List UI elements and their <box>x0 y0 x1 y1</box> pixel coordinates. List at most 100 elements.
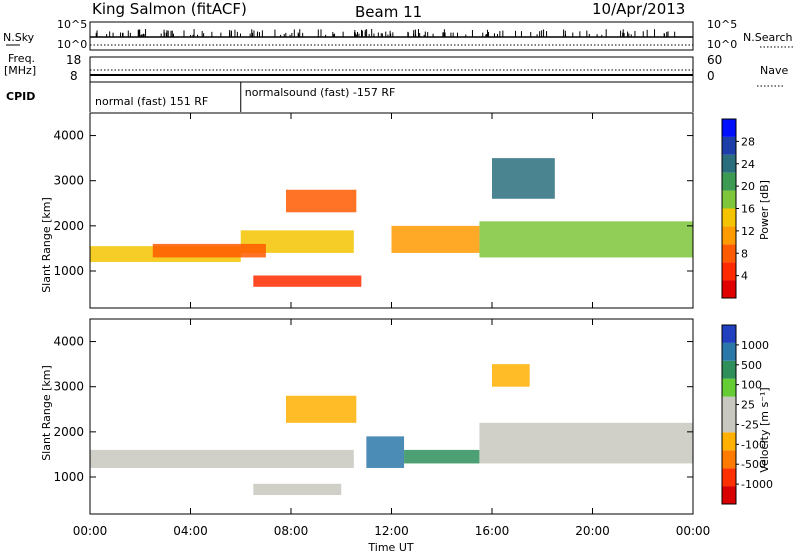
power-colorbar-segment <box>722 262 736 281</box>
velocity-ylabel: Slant Range [km] <box>40 365 53 461</box>
power-ytick-label: 1000 <box>53 264 84 278</box>
velocity-colorbar-segment <box>722 432 736 451</box>
velocity-colorbar-tick-label: -25 <box>741 418 759 431</box>
nsearch-tick-top: 10^5 <box>707 18 737 31</box>
velocity-colorbar-segment <box>722 325 736 343</box>
power-band <box>285 189 357 213</box>
power-ytick-label: 4000 <box>53 129 84 143</box>
power-band <box>479 221 693 258</box>
velocity-band <box>90 449 354 468</box>
velocity-band <box>253 483 342 496</box>
velocity-colorbar-segment <box>722 468 736 487</box>
nsearch-tick-bottom: 10^0 <box>707 38 737 51</box>
power-colorbar-segment <box>722 136 736 155</box>
time-tick-label: 08:00 <box>274 524 309 538</box>
velocity-colorbar-tick-label: 25 <box>741 399 755 412</box>
power-colorbar-segment <box>722 154 736 173</box>
power-ytick-label: 2000 <box>53 219 84 233</box>
freq-label: Freq. <box>8 52 35 65</box>
nsky-strip-frame <box>89 21 694 51</box>
power-colorbar-tick-label: 12 <box>741 225 755 238</box>
power-colorbar-label: Power [dB] <box>758 180 771 240</box>
power-panel <box>90 158 693 287</box>
power-colorbar-tick-label: 4 <box>741 270 748 283</box>
velocity-yticks: 4000 3000 2000 1000 <box>53 335 693 484</box>
velocity-colorbar-tick-label: -500 <box>741 458 766 471</box>
velocity-panel-frame <box>89 318 694 515</box>
velocity-colorbar-segment <box>722 396 736 415</box>
power-band <box>492 158 555 199</box>
velocity-ytick-label: 4000 <box>53 335 84 349</box>
power-colorbar-segment <box>722 244 736 263</box>
nave-label: Nave <box>760 64 788 77</box>
velocity-band <box>366 436 405 468</box>
date-title: 10/Apr/2013 <box>592 0 685 18</box>
power-colorbar-tick-label: 28 <box>741 135 755 148</box>
velocity-band <box>492 364 530 387</box>
power-colorbar: 28 24 20 16 12 8 4 <box>721 118 755 299</box>
time-tick-label: 00:00 <box>676 524 711 538</box>
power-ytick-label: 3000 <box>53 174 84 188</box>
nave-tick-bottom: 0 <box>707 69 715 83</box>
power-ylabel: Slant Range [km] <box>40 197 53 293</box>
velocity-band <box>285 395 357 423</box>
power-colorbar-segment <box>722 119 736 137</box>
power-yticks: 4000 3000 2000 1000 <box>53 129 693 278</box>
power-panel-frame <box>89 112 694 309</box>
power-colorbar-tick-label: 16 <box>741 203 755 216</box>
time-tick-label: 12:00 <box>374 524 409 538</box>
velocity-colorbar-segment <box>722 486 736 504</box>
nsky-tick-top: 10^5 <box>57 18 87 31</box>
velocity-colorbar-label: Velocity [m s⁻¹] <box>758 387 771 472</box>
nsky-tick-bottom: 10^0 <box>57 38 87 51</box>
velocity-colorbar-tick-label: 1000 <box>741 339 769 352</box>
velocity-ytick-label: 1000 <box>53 470 84 484</box>
velocity-panel <box>90 364 693 496</box>
velocity-ytick-label: 3000 <box>53 380 84 394</box>
station-title: King Salmon (fitACF) <box>92 0 247 18</box>
velocity-colorbar-segment <box>722 342 736 361</box>
power-colorbar-segment <box>722 208 736 227</box>
velocity-colorbar-segment <box>722 360 736 379</box>
velocity-band <box>404 449 480 464</box>
power-colorbar-tick-label: 24 <box>741 158 755 171</box>
velocity-colorbar-segment <box>722 450 736 469</box>
cpid-mode-2: normalsound (fast) -157 RF <box>245 86 396 99</box>
nsearch-label: N.Search <box>743 31 793 44</box>
power-band <box>152 243 266 258</box>
velocity-colorbar: 1000 500 100 25 -25 -100 -500 -1000 <box>721 324 773 505</box>
velocity-colorbar-segment <box>722 378 736 397</box>
velocity-band <box>479 422 693 464</box>
power-band <box>253 275 362 287</box>
velocity-colorbar-tick-label: -1000 <box>741 478 773 491</box>
power-colorbar-segment <box>722 190 736 209</box>
nsky-label: N.Sky <box>3 31 35 44</box>
power-colorbar-segment <box>722 226 736 245</box>
nave-tick-top: 60 <box>707 53 722 67</box>
velocity-colorbar-tick-label: 500 <box>741 359 762 372</box>
beam-title: Beam 11 <box>355 3 422 21</box>
freq-tick-top: 18 <box>66 53 81 67</box>
nsky-strip-bars <box>95 29 676 37</box>
time-tick-label: 20:00 <box>575 524 610 538</box>
power-colorbar-tick-label: 20 <box>741 180 755 193</box>
cpid-label: CPID <box>6 90 35 103</box>
cpid-mode-1: normal (fast) 151 RF <box>95 95 208 108</box>
time-axis-label: Time UT <box>367 541 413 554</box>
power-band <box>240 230 354 253</box>
velocity-colorbar-tick-label: -100 <box>741 438 766 451</box>
velocity-colorbar-segment <box>722 414 736 433</box>
power-band <box>391 225 480 253</box>
freq-unit: [MHz] <box>4 64 36 77</box>
velocity-colorbar-frame <box>721 324 737 505</box>
velocity-ytick-label: 2000 <box>53 425 84 439</box>
power-colorbar-tick-label: 8 <box>741 247 748 260</box>
power-colorbar-segment <box>722 280 736 298</box>
freq-tick-bottom: 8 <box>70 69 78 83</box>
time-tick-label: 04:00 <box>173 524 208 538</box>
time-tick-label: 16:00 <box>475 524 510 538</box>
velocity-colorbar-tick-label: 100 <box>741 379 762 392</box>
power-colorbar-segment <box>722 172 736 191</box>
time-tick-label: 00:00 <box>73 524 108 538</box>
